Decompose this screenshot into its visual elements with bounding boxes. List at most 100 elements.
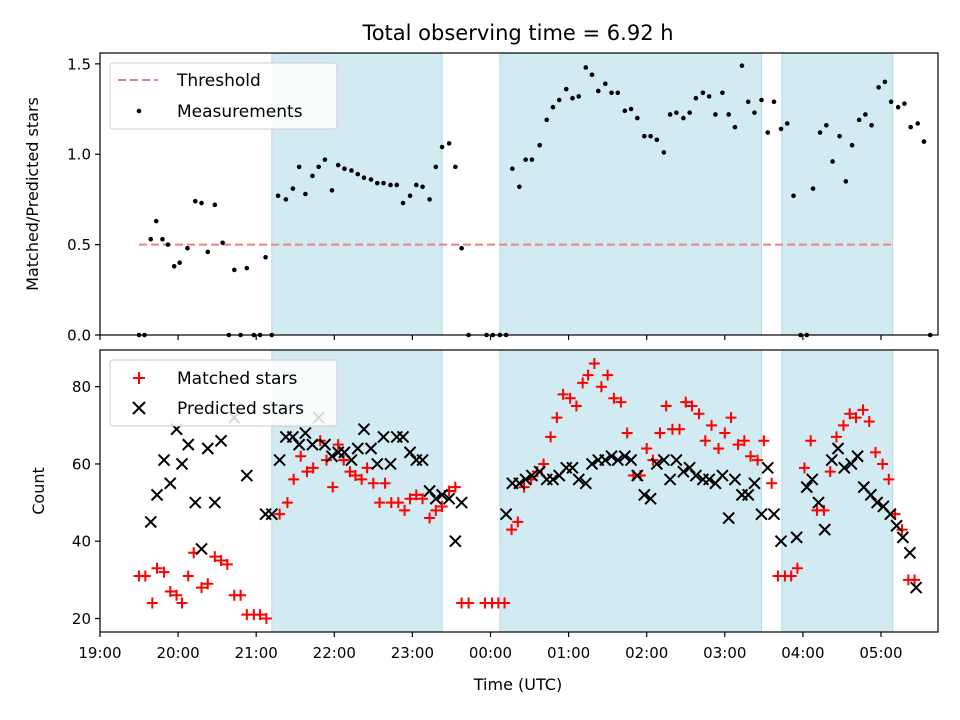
measurement-point bbox=[148, 236, 154, 242]
measurement-point bbox=[759, 97, 764, 103]
measurement-point bbox=[523, 157, 528, 162]
predicted-star-point bbox=[164, 477, 177, 490]
bottom-legend: Matched stars Predicted stars bbox=[109, 359, 338, 427]
measurement-point bbox=[199, 200, 204, 206]
bottom-panel: 19:00 20:00 21:00 22:00 23:00 00:00 01:00 02:00… bbox=[29, 349, 939, 694]
matched-star-point bbox=[356, 473, 368, 485]
predicted-star-point bbox=[870, 496, 884, 509]
predicted-star-point bbox=[513, 477, 526, 490]
predicted-star-point bbox=[689, 469, 703, 482]
predicted-star-point bbox=[638, 488, 651, 502]
predicted-star-point bbox=[182, 438, 195, 451]
matched-star-point bbox=[745, 450, 757, 462]
bottom-y-axis-label: Count bbox=[29, 467, 48, 515]
measurement-point bbox=[830, 159, 835, 164]
measurement-point bbox=[388, 182, 393, 188]
measurement-point bbox=[732, 124, 738, 130]
matched-star-point bbox=[719, 427, 731, 439]
matched-star-point bbox=[791, 562, 803, 574]
measurement-point bbox=[212, 202, 218, 208]
measurement-point bbox=[368, 177, 374, 182]
measurement-point bbox=[687, 110, 692, 115]
y-tick-label: 60 bbox=[72, 455, 91, 473]
legend-predicted-label: Predicted stars bbox=[177, 399, 304, 419]
matched-star-point bbox=[430, 504, 442, 516]
matched-star-point bbox=[577, 377, 589, 389]
predicted-star-point bbox=[351, 442, 364, 455]
measurement-point bbox=[784, 121, 790, 126]
matched-star-point bbox=[361, 462, 373, 474]
predicted-star-point bbox=[825, 453, 838, 467]
matched-star-point bbox=[327, 481, 339, 493]
measurement-point bbox=[510, 166, 515, 171]
predicted-star-point bbox=[144, 515, 157, 529]
bottom-legend-box bbox=[109, 359, 338, 427]
measurement-point bbox=[609, 90, 614, 96]
measurement-point bbox=[570, 95, 575, 101]
predicted-star-point bbox=[818, 523, 831, 536]
matched-star-point bbox=[713, 443, 725, 455]
matched-star-point bbox=[417, 493, 429, 505]
measurement-point bbox=[667, 112, 673, 117]
matched-star-point bbox=[235, 589, 247, 601]
predicted-star-point bbox=[286, 430, 300, 444]
matched-star-point bbox=[196, 582, 208, 594]
top-y-axis-label: Matched/Predicted stars bbox=[23, 97, 42, 291]
measurement-point bbox=[177, 260, 182, 265]
matched-star-point bbox=[680, 396, 692, 408]
measurement-point bbox=[361, 175, 367, 181]
measurement-point bbox=[713, 112, 718, 117]
predicted-star-point bbox=[384, 457, 397, 471]
predicted-star-point bbox=[292, 438, 306, 451]
measurement-point bbox=[296, 164, 302, 170]
predicted-star-point bbox=[377, 430, 390, 444]
measurement-point bbox=[882, 79, 888, 85]
matched-star-point bbox=[301, 466, 313, 478]
measurement-point bbox=[837, 133, 842, 139]
predicted-star-point bbox=[345, 453, 358, 467]
measurement-point bbox=[439, 144, 445, 150]
predicted-star-point bbox=[449, 535, 462, 548]
measurement-point bbox=[244, 265, 250, 271]
predicted-star-point bbox=[722, 511, 735, 525]
y-tick-label: 0.5 bbox=[67, 236, 91, 254]
matched-star-point bbox=[883, 473, 895, 485]
predicted-star-point bbox=[396, 430, 410, 444]
measurement-point bbox=[863, 112, 868, 117]
matched-star-point bbox=[660, 400, 672, 412]
measurement-point bbox=[628, 106, 634, 112]
predicted-star-point bbox=[611, 453, 625, 467]
measurement-point bbox=[752, 110, 757, 115]
measurement-point bbox=[329, 188, 335, 193]
measurement-point bbox=[921, 139, 927, 144]
matched-star-point bbox=[857, 404, 869, 416]
predicted-star-point bbox=[728, 473, 742, 486]
matched-star-point bbox=[295, 450, 307, 462]
y-tick-label: 0.0 bbox=[67, 327, 91, 345]
x-tick-label: 04:00 bbox=[781, 644, 824, 662]
legend-predicted-swatch bbox=[132, 401, 146, 415]
measurement-point bbox=[342, 166, 347, 171]
y-tick-label: 80 bbox=[72, 378, 91, 396]
matched-star-point bbox=[399, 504, 411, 516]
shaded-interval bbox=[499, 52, 762, 336]
predicted-star-point bbox=[371, 457, 384, 471]
y-tick-label: 20 bbox=[72, 610, 91, 628]
matched-star-point bbox=[766, 477, 778, 489]
measurement-point bbox=[720, 90, 725, 96]
measurement-point bbox=[895, 104, 901, 110]
measurement-point bbox=[583, 65, 589, 70]
bottom-x-ticks: 19:00 20:00 21:00 22:00 23:00 00:00 01:00 02:00… bbox=[78, 632, 903, 662]
matched-star-point bbox=[512, 516, 524, 528]
matched-star-point bbox=[392, 497, 404, 509]
predicted-star-point bbox=[605, 450, 618, 463]
measurement-point bbox=[537, 142, 542, 148]
predicted-star-point bbox=[683, 461, 696, 475]
predicted-star-point bbox=[884, 507, 897, 521]
predicted-star-point bbox=[663, 473, 677, 486]
measurement-point bbox=[824, 123, 829, 128]
measurement-point bbox=[661, 150, 667, 155]
matched-star-point bbox=[621, 427, 633, 439]
matched-star-point bbox=[254, 609, 266, 621]
x-tick-label: 19:00 bbox=[78, 644, 121, 662]
